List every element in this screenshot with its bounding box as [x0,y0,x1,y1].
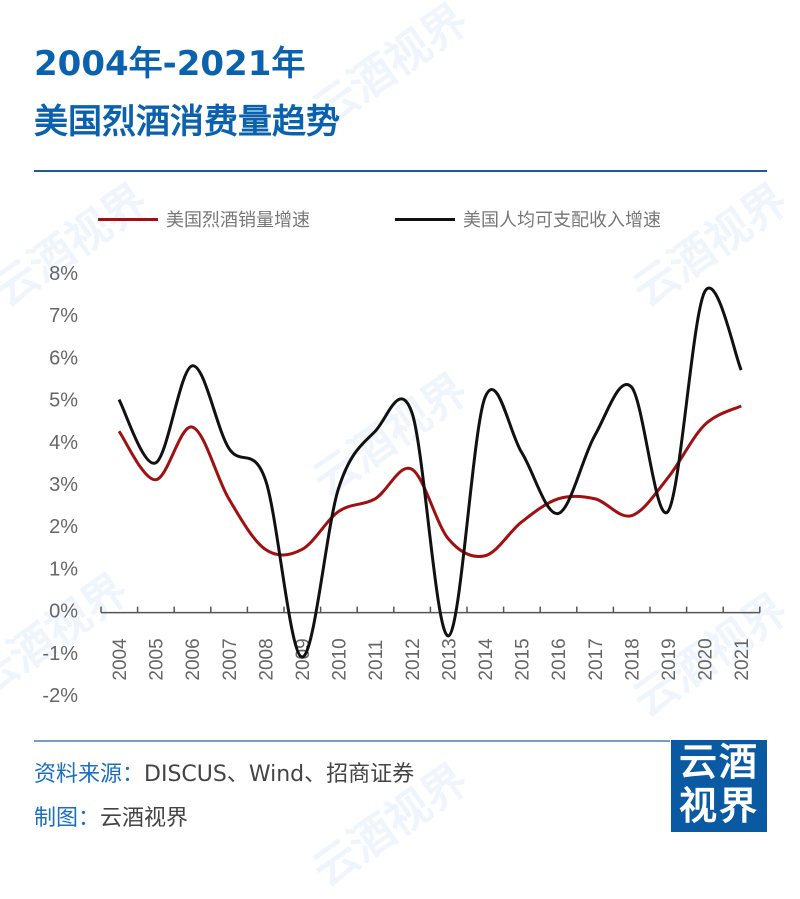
x-tick-label: 2013 [439,638,460,680]
logo-text: 云酒 [671,740,767,784]
y-tick-label: 0% [49,601,78,623]
x-tick-label: 2012 [403,638,424,680]
source-value: DISCUS、Wind、招商证券 [144,762,414,787]
x-tick-label: 2018 [622,638,643,680]
x-tick-label: 2014 [476,638,497,681]
x-tick-label: 2005 [147,638,168,680]
x-tick-label: 2016 [549,638,570,680]
x-tick-label: 2004 [110,638,131,681]
credit-label: 制图： [34,806,100,831]
y-tick-label: 6% [49,347,78,369]
y-tick-label: 3% [49,474,78,496]
y-tick-label: 1% [49,558,78,580]
credit-value: 云酒视界 [100,806,188,831]
x-tick-label: 2020 [696,638,717,680]
y-tick-label: 8% [49,263,78,285]
y-tick-label: 4% [49,432,78,454]
x-tick-label: 2008 [256,638,277,680]
line-chart: 8% 7% 6% 5% 4% 3% 2% 1% 0% -1% -2% 2004 2005 2006 2007… [0,0,800,866]
brand-logo: 云酒视界 [671,740,767,832]
x-tick-label: 2017 [586,638,607,680]
x-tick-label: 2010 [330,638,351,680]
x-tick-label: 2006 [183,638,204,680]
x-tick-label: 2021 [732,638,753,680]
source-label: 资料来源： [34,762,144,787]
credit-note: 制图：云酒视界 [34,800,188,832]
divider [34,740,670,742]
series-line-1 [119,288,741,657]
x-tick-label: 2015 [513,638,534,680]
x-tick-label: 2007 [220,638,241,680]
y-tick-label: 2% [49,516,78,538]
y-tick-label: -1% [42,643,78,665]
x-tick-label: 2011 [366,640,387,681]
x-tick-label: 2019 [659,638,680,680]
logo-text: 视界 [671,784,767,828]
y-tick-label: 7% [49,305,78,327]
y-tick-label: -2% [42,685,78,707]
source-note: 资料来源：DISCUS、Wind、招商证券 [34,756,414,788]
y-tick-label: 5% [49,390,78,412]
